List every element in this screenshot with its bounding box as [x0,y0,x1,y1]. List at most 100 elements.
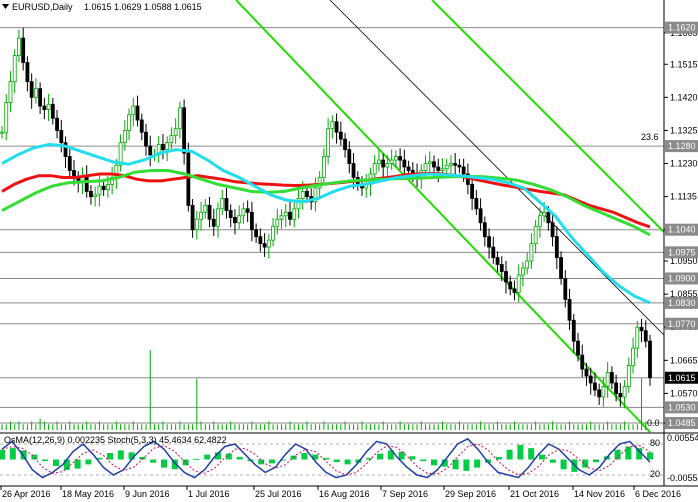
date-tick-label: 7 Sep 2016 [382,489,428,499]
candle-body [233,217,237,224]
candle-body [487,236,491,248]
indicator-title: OsMA(12,26,9) 0.002235 Stoch(5,3,3) 45.4… [4,435,227,445]
candle-body [474,197,479,210]
candlestick [393,150,398,169]
osma-bar [495,456,502,460]
candle-body [406,166,411,171]
osma-bar [452,459,459,470]
candlestick [258,228,263,252]
price-axis: 1.16051.15151.14201.13251.12301.11351.10… [663,0,698,433]
bottom-annotation: 0.0 [647,418,660,428]
candle-body [89,190,93,198]
price-badge [665,223,698,236]
osma-bar [161,459,167,468]
osma-bar [420,459,427,462]
candlestick [194,210,199,240]
fib-annotation: 23.6 [641,132,659,142]
candle-body [241,208,246,217]
candlestick [338,121,343,146]
candlestick [453,153,458,177]
candle-body [67,156,72,171]
osma-bar [269,459,275,464]
candle-body [224,197,229,211]
stochastic-main-line [1,437,651,479]
candlestick [8,71,13,113]
candlestick [233,209,237,235]
candle-body [29,81,34,98]
candle-body [97,185,102,196]
candlestick [643,320,648,348]
candlestick [593,372,597,397]
candle-body [93,194,98,198]
candle-body [220,197,225,210]
candlestick [266,233,271,259]
candlestick [605,362,610,398]
candle-body [4,102,9,133]
candle-body [326,128,331,157]
candle-body [135,105,140,121]
candlestick [237,205,242,230]
osma-bar [258,459,265,465]
moving-average-line [1,169,651,237]
candlestick [262,233,267,257]
price-badge-label: 1.1620 [668,23,696,33]
candle-body [588,375,593,384]
candle-body [59,130,64,144]
candle-body [258,236,263,245]
candlestick [50,98,55,125]
price-tick-label: 1.1325 [670,125,698,135]
osma-bar [236,456,243,460]
price-badge-label: 1.0530 [668,402,696,412]
candle-body [262,243,267,248]
candle-body [385,163,390,168]
price-badge-label: 1.0615 [668,373,696,383]
candle-body [101,185,106,191]
candlestick [0,125,4,139]
candle-body [559,257,563,279]
candle-body [237,215,242,224]
candlestick [203,199,208,219]
candle-body [478,208,483,224]
candlestick [554,226,559,270]
candle-body [593,382,597,391]
candle-body [398,156,403,161]
candle-body [17,37,21,56]
price-plot [0,0,665,433]
candle-body [470,184,475,199]
osma-bar [636,448,643,460]
candle-body [597,389,602,398]
candlestick [614,374,619,402]
candle-body [84,175,89,192]
candle-body [457,164,462,168]
price-badge [665,246,698,259]
candlestick [482,216,487,247]
candle-body [512,288,517,293]
osma-bar [431,459,437,466]
candle-body [631,347,635,366]
candlestick [609,366,614,390]
candlestick [135,95,140,127]
osma-bar [85,459,92,465]
candle-body [245,208,250,213]
osma-bar [528,448,535,460]
candlestick [491,236,496,264]
candlestick [487,228,491,259]
candle-body [482,222,487,238]
price-badge-label: 1.1280 [668,141,696,151]
candle-body [389,159,394,164]
candlestick [478,198,483,231]
candle-body [563,278,568,300]
candle-body [216,208,220,227]
date-axis: 26 Apr 2016 18 May 2016 9 Jun 2016 1 Jul 20… [0,486,681,499]
price-badge-label: 1.0485 [668,418,696,428]
candlestick [377,149,381,172]
candlestick [288,201,292,226]
date-tick-label: 18 May 2016 [62,489,114,499]
candlestick [131,97,136,127]
candlestick [499,256,504,282]
candlestick [347,141,352,174]
osma-bar [74,459,81,469]
candle-body [423,163,428,171]
osma-bar [474,459,481,468]
